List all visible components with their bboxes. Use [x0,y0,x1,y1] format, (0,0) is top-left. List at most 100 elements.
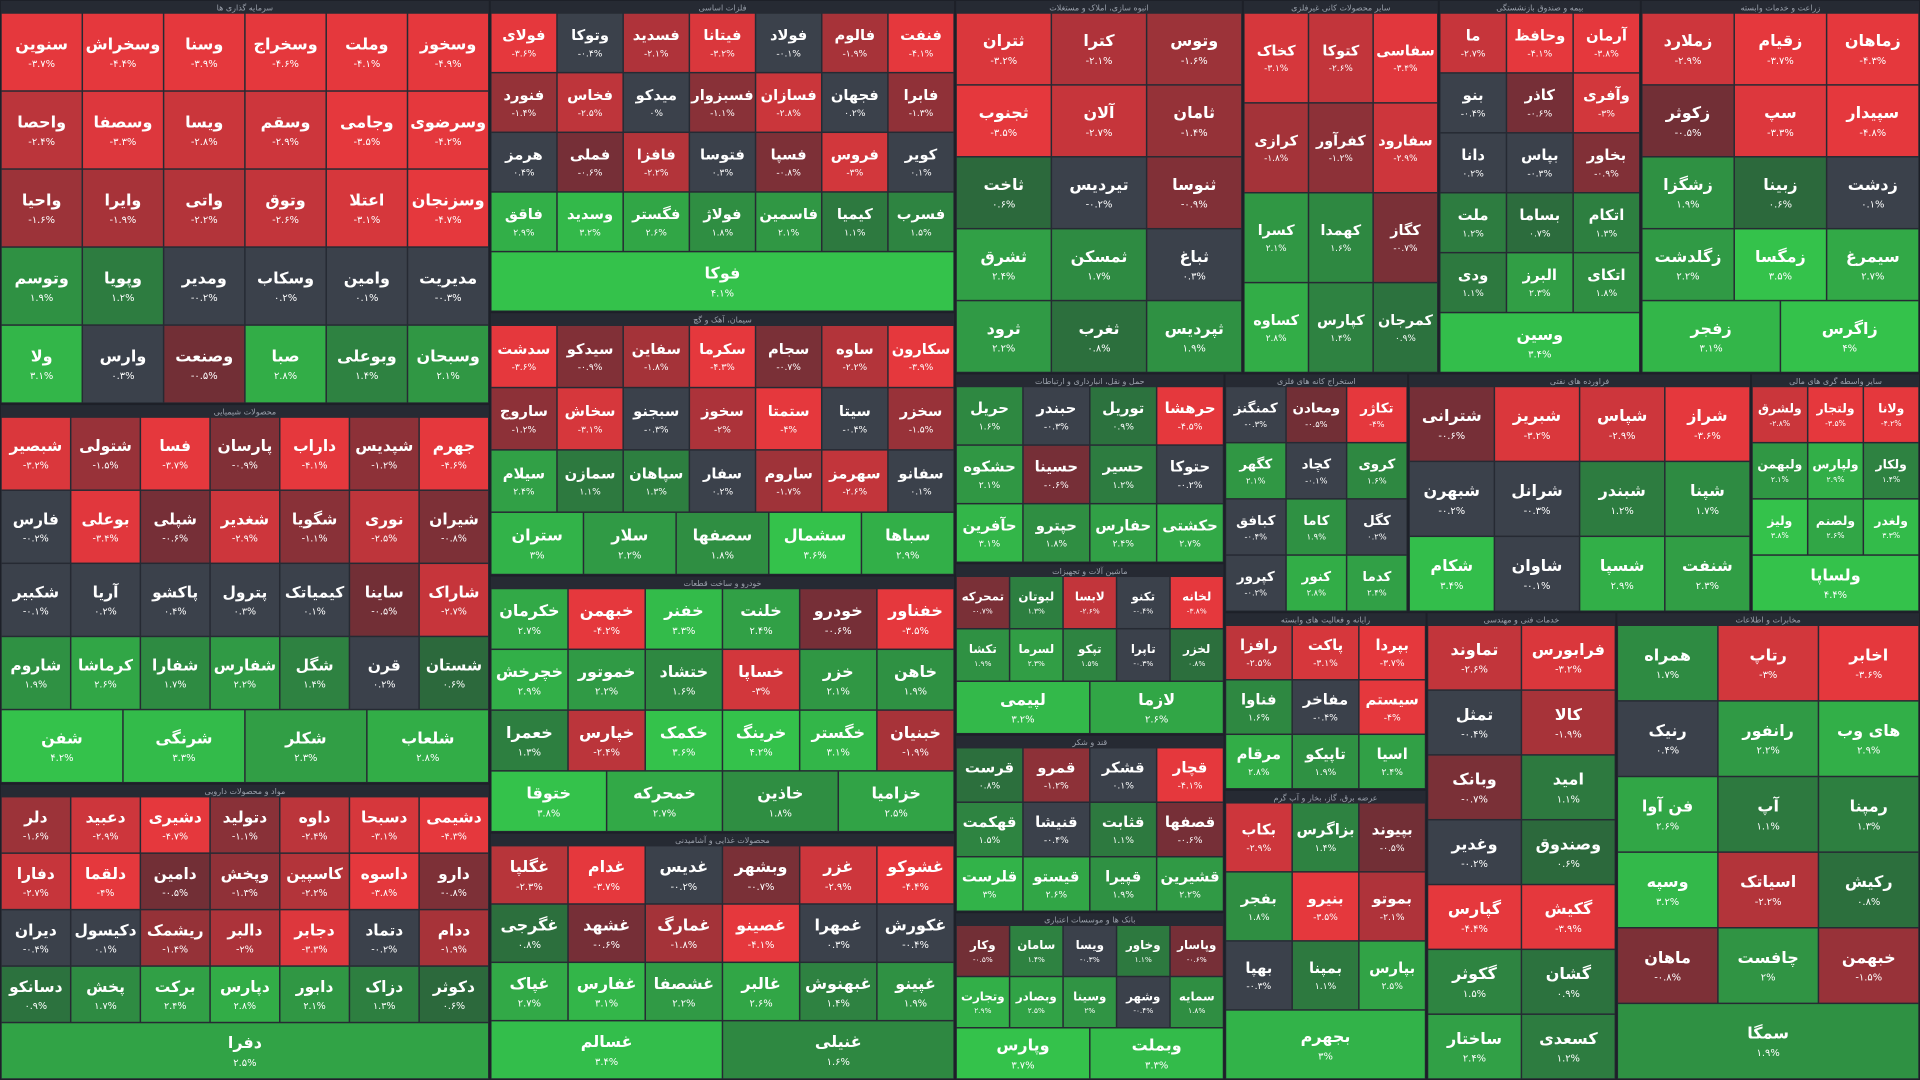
ticker-cell [557,325,623,387]
ticker-cell [800,589,877,649]
ticker-change: ۱.۲% [1462,228,1484,239]
ticker-change: ۲.۲% [1676,272,1699,283]
ticker-cell [350,853,419,909]
ticker-cell [326,247,407,325]
ticker-change: ۲.۹% [974,1006,991,1015]
ticker-change: -۳.۶% [512,49,537,59]
ticker-name: غدیس [659,857,708,876]
ticker-cell [1864,443,1919,499]
ticker-name: دیران [15,921,57,939]
ticker-name: ساختار [1446,1029,1502,1048]
ticker-cell [491,192,557,251]
ticker-change: ۲.۲% [672,998,695,1009]
ticker-cell [367,710,489,782]
ticker-name: زماهان [1845,31,1901,50]
ticker-change: ۰.۹% [25,1001,47,1012]
ticker-cell [888,325,954,387]
ticker-change: ۰.۲% [844,109,866,119]
ticker-cell [1309,193,1373,282]
ticker-name: های وب [1837,721,1900,740]
ticker-cell [1373,103,1438,192]
ticker-name: کبافق [1236,514,1275,529]
ticker-change: -۲.۴% [593,747,620,758]
ticker-name: شسپا [1600,556,1645,576]
ticker-change: ۳.۱% [30,371,53,382]
ticker-name: ستمتا [768,403,810,420]
ticker-change: -۰.۲% [1178,480,1203,491]
ticker-name: چافست [1738,948,1799,968]
ticker-cell [1373,193,1438,282]
ticker-cell [491,710,568,771]
ticker-name: وسدید [567,206,613,223]
ticker-change: ۱.۲% [1611,506,1634,517]
ticker-cell [1580,462,1665,536]
ticker-name: قیستو [1032,867,1079,885]
ticker-cell [1522,690,1615,755]
ticker-cell [568,650,645,710]
ticker-cell [1359,680,1425,734]
ticker-name: ولا [31,346,53,365]
ticker-cell [1522,625,1615,690]
ticker-name: غشهد [583,915,630,934]
ticker-name: کویر [904,147,938,164]
ticker-change: ۲.۱% [827,687,850,698]
ticker-name: توریل [1102,399,1144,417]
ticker-change: ۲.۴% [992,272,1015,283]
ticker-cell [1157,504,1223,562]
ticker-change: -۲.۶% [1329,64,1353,74]
ticker-change: -۳.۵% [353,137,380,148]
ticker-change: ۲.۲% [595,687,618,698]
ticker-change: ۱.۱% [1112,835,1134,846]
sector-title: حمل و نقل، انبارداری و ارتباطات [1035,377,1145,386]
ticker-change: -۰.۵% [973,955,993,964]
ticker-name: غالبر [740,974,780,993]
ticker-name: سپیدار [1845,103,1899,123]
ticker-cell [1347,499,1407,555]
ticker-name: بپارس [1369,960,1415,977]
ticker-name: ددام [438,921,471,939]
ticker-name: قرن [368,657,401,675]
ticker-cell [83,91,163,169]
ticker-change: ۳.۸% [537,808,560,819]
ticker-cell [491,133,557,192]
ticker-change: -۳.۵% [902,626,929,637]
ticker-change: -۰.۵% [371,606,397,617]
ticker-name: فاسمین [759,206,818,223]
ticker-change: -۲.۱% [644,49,669,59]
ticker-name: شبندر [1598,481,1646,500]
sector: مواد و محصولات دارویی دشیمی -۴.۳% دسبحا -۳.۱… [1,784,489,1079]
ticker-name: شفارا [152,657,198,675]
sector-title: ماشین آلات و تجهیزات [1052,566,1127,576]
ticker-name: کگل [1363,512,1391,529]
ticker-change: -۲.۵% [578,109,603,119]
ticker-cell [280,564,349,636]
ticker-change: ۰% [649,109,663,119]
ticker-cell [245,13,326,91]
ticker-name: حپترو [1035,516,1077,534]
ticker-name: سکارون [892,341,951,358]
ticker-change: -۰.۶% [825,626,852,637]
ticker-name: سیدکو [566,341,614,358]
ticker-cell [491,771,606,831]
ticker-cell [350,417,419,490]
ticker-change: -۱.۶% [1181,56,1208,67]
ticker-change: ۱.۵% [910,228,932,238]
ticker-name: کتوکا [1322,43,1360,59]
ticker-cell [1090,681,1223,733]
ticker-cell [1157,802,1223,856]
ticker-name: تاپرا [1131,642,1156,657]
ticker-cell [1573,253,1640,312]
ticker-name: پخش [86,978,125,997]
ticker-change: -۰.۶% [162,533,188,544]
ticker-name: وپویا [104,268,142,288]
ticker-name: زکوثر [1665,103,1711,122]
ticker-name: دسانکو [8,978,63,996]
ticker-name: رانفور [1741,721,1793,740]
ticker-change: -۰.۱% [1524,581,1551,592]
ticker-cell [245,710,367,782]
ticker-name: فافزا [637,147,676,164]
ticker-name: گشان [1546,964,1592,983]
ticker-name: فوکا [705,264,741,283]
ticker-change: ۰.۱% [910,169,932,179]
ticker-name: سیلام [503,465,545,482]
